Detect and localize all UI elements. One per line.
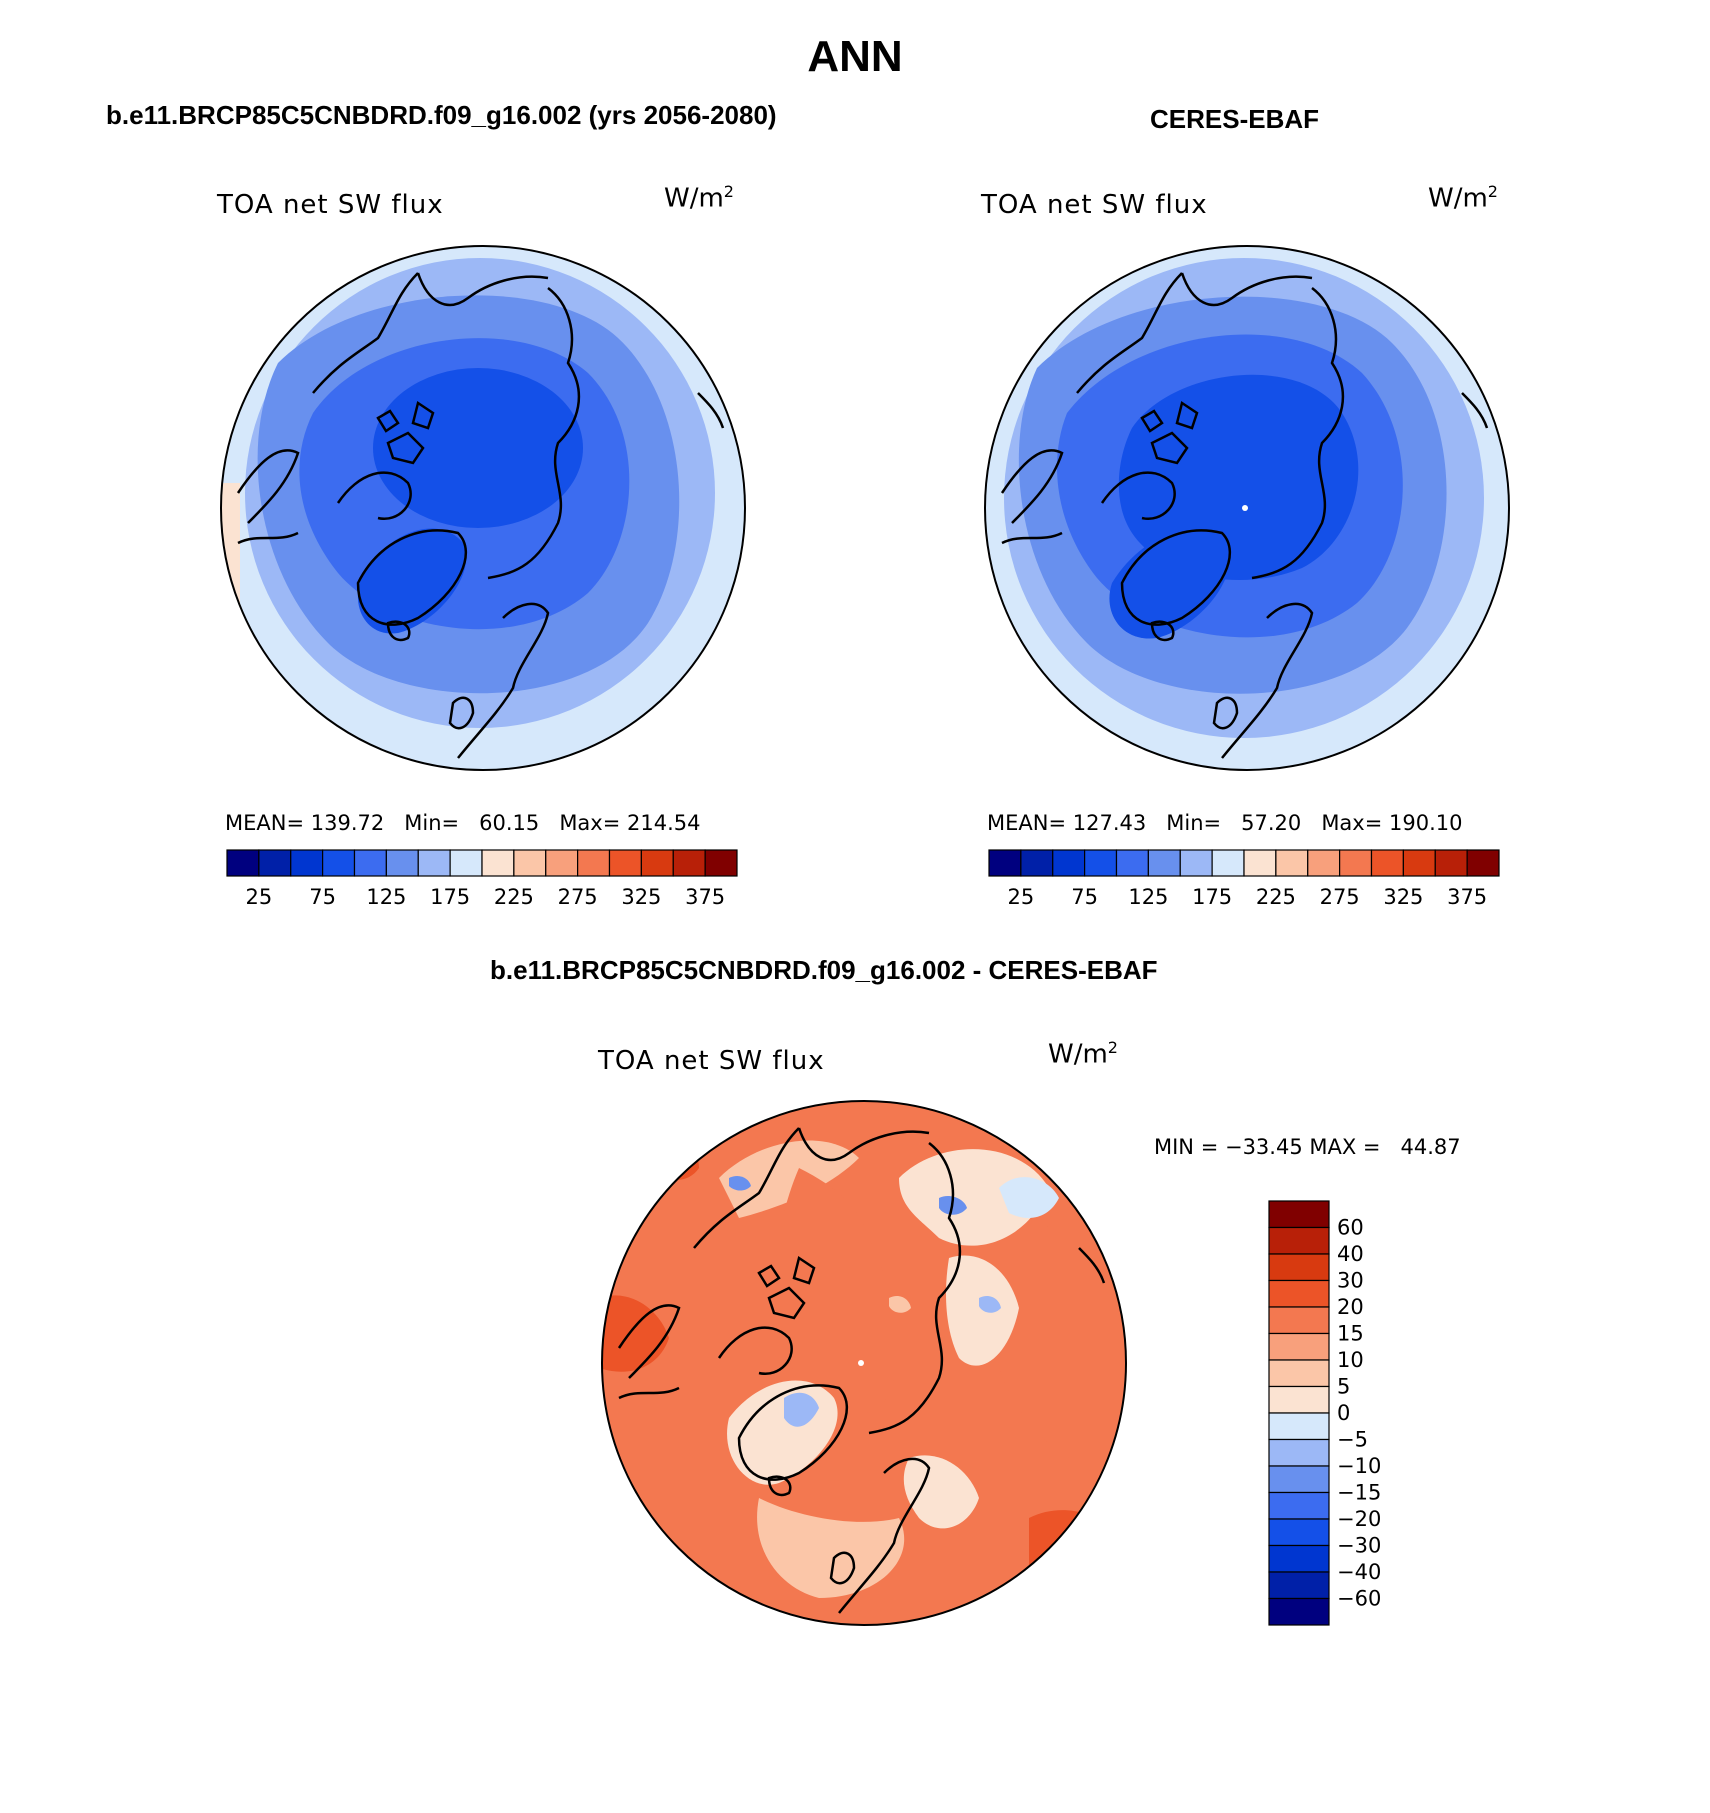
panel-model-subtitle: b.e11.BRCP85C5CNBDRD.f09_g16.002 (yrs 20…	[106, 100, 777, 130]
obs-colorbar-swatch-3	[1084, 849, 1118, 877]
diff-colorbar-swatch-10	[1268, 1465, 1330, 1494]
main-title: ANN	[807, 32, 903, 81]
model-colorbar-tick-label: 125	[366, 885, 406, 909]
model-colorbar-swatch-0	[226, 849, 260, 877]
model-colorbar-tick-label: 175	[430, 885, 470, 909]
model-colorbar-swatch-7	[449, 849, 483, 877]
obs-colorbar-swatch-5	[1147, 849, 1181, 877]
panel-diff-units: W/m2	[1048, 1038, 1118, 1070]
diff-colorbar-swatch-0	[1268, 1200, 1330, 1229]
diff-colorbar-tick-label: 0	[1337, 1401, 1350, 1425]
model-colorbar-tick-label: 375	[685, 885, 725, 909]
panel-obs-units: W/m2	[1428, 182, 1498, 214]
model-colorbar-swatch-6	[417, 849, 451, 877]
diff-colorbar-swatch-11	[1268, 1491, 1330, 1520]
panel-diff-subtitle: b.e11.BRCP85C5CNBDRD.f09_g16.002 - CERES…	[490, 955, 1158, 985]
panel-model-map	[220, 245, 746, 771]
obs-colorbar-tick-label: 175	[1192, 885, 1232, 909]
panel-obs-stats: MEAN= 127.43 Min= 57.20 Max= 190.10	[987, 811, 1463, 835]
model-colorbar-swatch-2	[290, 849, 324, 877]
obs-colorbar-tick-label: 125	[1128, 885, 1168, 909]
model-colorbar-tick-label: 25	[246, 885, 273, 909]
diff-colorbar-tick-label: −40	[1337, 1560, 1381, 1584]
diff-colorbar-tick-label: 10	[1337, 1348, 1364, 1372]
panel-model-variable: TOA net SW flux	[217, 190, 444, 220]
obs-colorbar-swatch-1	[1020, 849, 1054, 877]
model-colorbar-swatch-1	[258, 849, 292, 877]
panel-obs-variable: TOA net SW flux	[981, 190, 1208, 220]
panel-model-units: W/m2	[664, 182, 734, 214]
diff-colorbar-tick-label: 20	[1337, 1295, 1364, 1319]
diff-colorbar-tick-label: 60	[1337, 1216, 1364, 1240]
model-colorbar-tick-label: 225	[494, 885, 534, 909]
diff-colorbar-swatch-15	[1268, 1597, 1330, 1626]
obs-colorbar-swatch-13	[1402, 849, 1436, 877]
diff-colorbar-swatch-2	[1268, 1253, 1330, 1282]
diff-colorbar-tick-label: 30	[1337, 1269, 1364, 1293]
diff-colorbar-swatch-5	[1268, 1332, 1330, 1361]
diff-colorbar-swatch-4	[1268, 1306, 1330, 1335]
diff-colorbar-swatch-6	[1268, 1359, 1330, 1388]
panel-diff-map	[601, 1100, 1127, 1626]
panel-obs-colorbar: 25 75 125 175 225 275 325 375	[988, 849, 1500, 909]
obs-colorbar-tick-label: 275	[1320, 885, 1360, 909]
diff-colorbar-swatch-3	[1268, 1279, 1330, 1308]
diff-colorbar-tick-label: −20	[1337, 1507, 1381, 1531]
obs-colorbar-swatch-2	[1052, 849, 1086, 877]
diff-colorbar-tick-label: −15	[1337, 1481, 1381, 1505]
obs-colorbar-swatch-6	[1179, 849, 1213, 877]
diff-colorbar-tick-label: −30	[1337, 1534, 1381, 1558]
model-colorbar-swatch-12	[608, 849, 642, 877]
diff-colorbar-tick-label: 15	[1337, 1322, 1364, 1346]
obs-colorbar-swatch-15	[1466, 849, 1500, 877]
model-colorbar-swatch-15	[704, 849, 738, 877]
obs-colorbar-tick-label: 325	[1383, 885, 1423, 909]
diff-colorbar-tick-label: −5	[1337, 1428, 1368, 1452]
obs-colorbar-swatch-10	[1307, 849, 1341, 877]
model-colorbar-swatch-5	[385, 849, 419, 877]
diff-colorbar-swatch-1	[1268, 1226, 1330, 1255]
model-colorbar-tick-label: 275	[558, 885, 598, 909]
diff-colorbar-swatch-7	[1268, 1385, 1330, 1414]
obs-colorbar-tick-label: 375	[1447, 885, 1487, 909]
panel-model-colorbar: 25 75 125 175 225 275 325 375	[226, 849, 738, 909]
diff-colorbar-swatch-14	[1268, 1571, 1330, 1600]
model-colorbar-swatch-3	[322, 849, 356, 877]
obs-colorbar-swatch-7	[1211, 849, 1245, 877]
model-colorbar-swatch-13	[640, 849, 674, 877]
diff-colorbar-tick-label: 40	[1337, 1242, 1364, 1266]
diff-colorbar-tick-label: −60	[1337, 1587, 1381, 1611]
diff-colorbar-swatch-9	[1268, 1438, 1330, 1467]
model-colorbar-swatch-14	[672, 849, 706, 877]
panel-diff-variable: TOA net SW flux	[598, 1046, 825, 1076]
obs-colorbar-swatch-0	[988, 849, 1022, 877]
diff-colorbar-swatch-12	[1268, 1518, 1330, 1547]
panel-obs-map	[984, 245, 1510, 771]
obs-colorbar-tick-label: 25	[1008, 885, 1035, 909]
model-colorbar-tick-label: 75	[309, 885, 336, 909]
diff-colorbar-tick-label: −10	[1337, 1454, 1381, 1478]
diff-colorbar-tick-label: 5	[1337, 1375, 1350, 1399]
panel-obs-subtitle: CERES-EBAF	[1150, 104, 1320, 134]
model-colorbar-swatch-9	[513, 849, 547, 877]
panel-diff-minmax: MIN = −33.45 MAX = 44.87	[1154, 1135, 1461, 1159]
model-colorbar-tick-label: 325	[621, 885, 661, 909]
obs-colorbar-tick-label: 75	[1071, 885, 1098, 909]
model-colorbar-swatch-11	[577, 849, 611, 877]
obs-colorbar-swatch-11	[1339, 849, 1373, 877]
obs-colorbar-swatch-4	[1115, 849, 1149, 877]
model-colorbar-swatch-8	[481, 849, 515, 877]
obs-colorbar-tick-label: 225	[1256, 885, 1296, 909]
obs-colorbar-swatch-12	[1370, 849, 1404, 877]
panel-model-stats: MEAN= 139.72 Min= 60.15 Max= 214.54	[225, 811, 701, 835]
obs-colorbar-swatch-9	[1275, 849, 1309, 877]
obs-colorbar-swatch-14	[1434, 849, 1468, 877]
model-colorbar-swatch-4	[353, 849, 387, 877]
diff-colorbar-swatch-8	[1268, 1412, 1330, 1441]
model-colorbar-swatch-10	[545, 849, 579, 877]
diff-colorbar-swatch-13	[1268, 1544, 1330, 1573]
obs-colorbar-swatch-8	[1243, 849, 1277, 877]
